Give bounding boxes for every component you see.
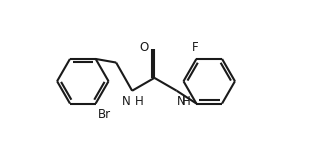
Text: H: H: [135, 95, 144, 108]
Text: F: F: [192, 41, 198, 54]
Text: O: O: [140, 40, 149, 54]
Text: N: N: [177, 95, 186, 108]
Text: H: H: [182, 95, 190, 108]
Text: N: N: [122, 95, 131, 108]
Text: Br: Br: [98, 108, 111, 122]
